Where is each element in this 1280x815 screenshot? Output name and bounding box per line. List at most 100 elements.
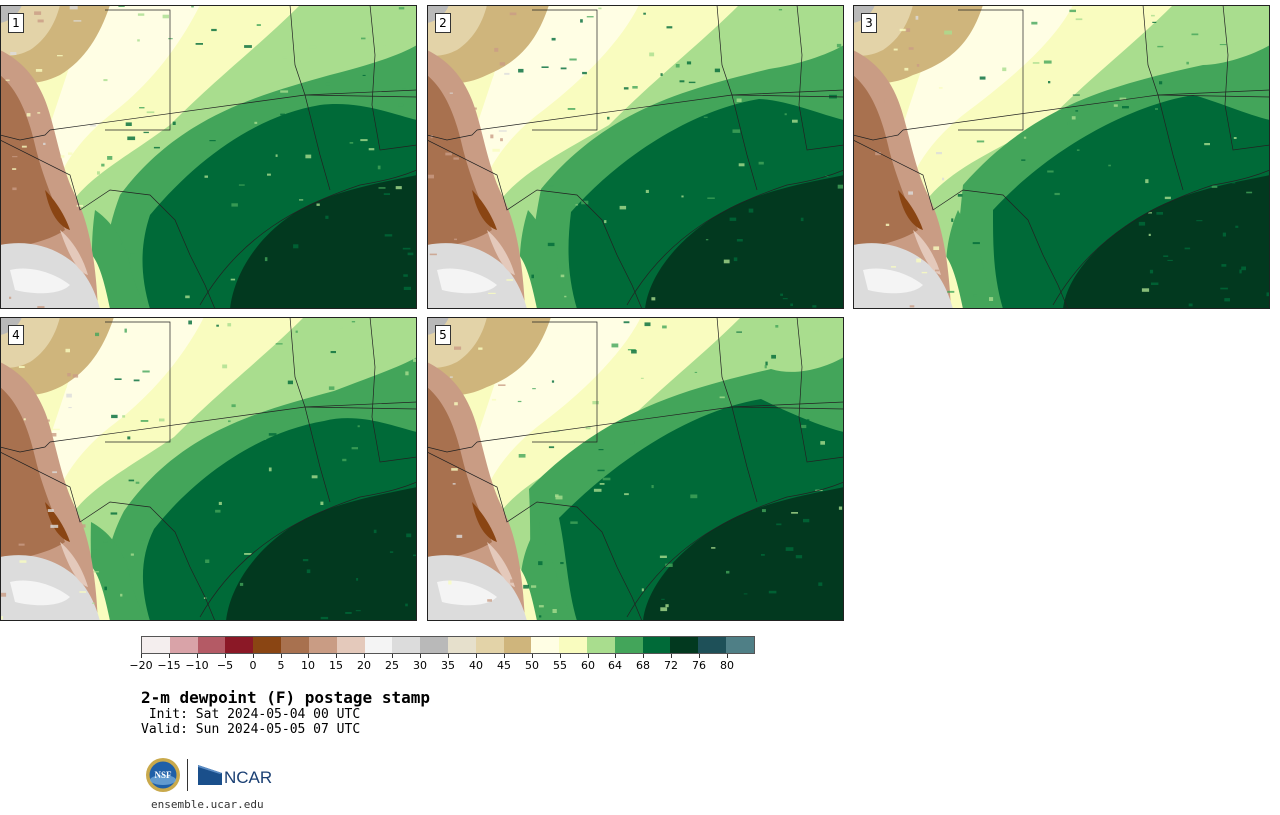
- boundary-line: [853, 139, 1069, 309]
- colorbar-tick: [225, 654, 226, 658]
- texture-speck: [560, 562, 564, 565]
- texture-speck: [405, 371, 409, 376]
- texture-speck: [351, 321, 356, 323]
- texture-speck: [0, 592, 7, 597]
- texture-speck: [180, 534, 187, 535]
- texture-speck: [72, 374, 79, 378]
- boundary-line: [853, 129, 904, 141]
- texture-speck: [665, 563, 673, 567]
- texture-speck: [771, 354, 776, 359]
- texture-speck: [1156, 212, 1163, 215]
- texture-speck: [263, 436, 267, 440]
- texture-speck: [957, 194, 963, 197]
- texture-speck: [162, 256, 168, 259]
- texture-speck: [776, 523, 782, 526]
- dewpoint-region: [1203, 5, 1270, 46]
- texture-speck: [632, 86, 638, 89]
- texture-speck: [92, 549, 97, 551]
- texture-speck: [688, 81, 696, 84]
- texture-speck: [76, 204, 84, 207]
- colorbar-tick: [476, 654, 477, 658]
- texture-speck: [743, 593, 748, 595]
- texture-speck: [52, 428, 60, 431]
- valid-time: Valid: Sun 2024-05-05 07 UTC: [141, 722, 361, 737]
- texture-speck: [1246, 191, 1253, 194]
- texture-speck: [430, 135, 433, 139]
- member-panel-2: 2: [427, 5, 844, 309]
- texture-speck: [153, 146, 160, 149]
- texture-speck: [182, 433, 189, 435]
- texture-speck: [908, 47, 914, 50]
- texture-speck: [538, 561, 543, 566]
- texture-speck: [1170, 158, 1178, 162]
- texture-speck: [837, 184, 844, 189]
- texture-speck: [628, 441, 635, 445]
- colorbar-tick: [281, 654, 282, 658]
- texture-speck: [130, 253, 136, 257]
- texture-speck: [916, 258, 921, 263]
- texture-speck: [598, 7, 602, 10]
- colorbar-tick-label: 55: [553, 659, 567, 672]
- texture-speck: [172, 121, 176, 125]
- dewpoint-region: [1063, 175, 1270, 309]
- texture-speck: [506, 279, 514, 281]
- texture-speck: [651, 485, 654, 489]
- texture-speck: [1075, 18, 1083, 21]
- colorbar-segment: [253, 637, 282, 653]
- texture-speck: [427, 174, 434, 179]
- texture-speck: [884, 98, 887, 103]
- boundary-line: [105, 9, 171, 131]
- dewpoint-region: [334, 317, 417, 358]
- texture-speck: [52, 471, 57, 474]
- texture-speck: [1211, 185, 1218, 188]
- texture-speck: [641, 588, 644, 592]
- texture-speck: [1054, 192, 1060, 196]
- texture-speck: [402, 88, 407, 91]
- texture-speck: [1134, 191, 1137, 193]
- texture-speck: [792, 119, 798, 123]
- texture-speck: [19, 560, 27, 563]
- texture-speck: [765, 361, 768, 366]
- texture-speck: [686, 61, 692, 65]
- texture-speck: [1268, 127, 1270, 129]
- colorbar-tick-label: 60: [581, 659, 595, 672]
- texture-speck: [723, 259, 730, 264]
- texture-speck: [500, 138, 503, 142]
- boundary-line: [369, 317, 417, 463]
- dewpoint-region: [437, 268, 497, 294]
- dewpoint-region: [226, 487, 417, 621]
- texture-speck: [675, 64, 680, 68]
- texture-speck: [398, 7, 405, 10]
- texture-speck: [345, 612, 352, 614]
- texture-speck: [227, 323, 232, 327]
- svg-text:NCAR: NCAR: [224, 768, 272, 787]
- texture-speck: [93, 571, 99, 573]
- texture-speck: [21, 145, 27, 148]
- texture-speck: [649, 52, 655, 57]
- texture-speck: [451, 468, 458, 471]
- colorbar-tick: [615, 654, 616, 658]
- texture-speck: [65, 348, 70, 353]
- texture-speck: [1231, 182, 1236, 184]
- texture-speck: [662, 325, 667, 329]
- colorbar-tick-label: 35: [441, 659, 455, 672]
- texture-speck: [368, 148, 375, 151]
- texture-speck: [686, 466, 691, 468]
- texture-speck: [111, 414, 118, 419]
- texture-speck: [454, 238, 457, 241]
- colorbar-tick: [141, 654, 142, 658]
- dewpoint-region: [437, 580, 497, 606]
- dewpoint-region: [863, 268, 923, 294]
- texture-speck: [488, 74, 494, 77]
- texture-speck: [43, 142, 46, 145]
- texture-speck: [494, 47, 499, 52]
- colorbar-tick: [699, 654, 700, 658]
- texture-speck: [785, 547, 794, 551]
- texture-speck: [309, 45, 317, 49]
- texture-speck: [110, 512, 118, 515]
- texture-speck: [1032, 62, 1040, 64]
- colorbar-tick-label: 0: [249, 659, 257, 672]
- texture-speck: [340, 326, 343, 329]
- texture-speck: [18, 543, 25, 546]
- texture-speck: [448, 580, 452, 585]
